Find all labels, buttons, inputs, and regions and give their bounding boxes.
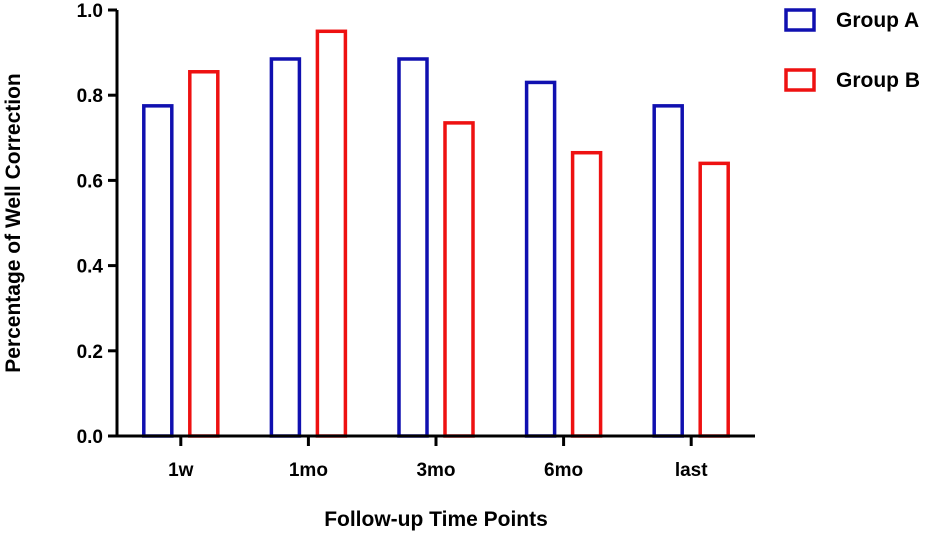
bar-group-a-3mo	[397, 57, 429, 438]
x-tick-label: 1mo	[289, 460, 328, 481]
legend-label-group-a: Group A	[836, 9, 919, 32]
y-axis-title: Percentage of Well Correction	[2, 73, 25, 373]
bar-group-b-6mo	[570, 150, 603, 438]
legend-swatch-group-a	[784, 8, 816, 32]
bar-group-b-last	[698, 161, 730, 438]
y-tick-label: 0.0	[77, 427, 103, 448]
bars	[142, 29, 730, 438]
y-tick-label: 0.4	[77, 257, 104, 278]
y-tick-label: 0.2	[77, 342, 103, 363]
legend-label-group-b: Group B	[836, 69, 920, 92]
y-axis-ticks: 0.0 0.2 0.4 0.6 0.8 1.0	[77, 1, 117, 448]
bar-group-b-1w	[188, 70, 220, 438]
bar-group-a-1w	[142, 104, 174, 438]
legend: Group A Group B	[784, 8, 920, 92]
bar-group-a-6mo	[524, 80, 557, 438]
y-tick-label: 0.8	[77, 86, 103, 107]
bar-group-a-last	[652, 104, 684, 438]
x-tick-label: 3mo	[416, 460, 455, 481]
y-tick-label: 0.6	[77, 171, 103, 192]
x-tick-label: last	[675, 460, 708, 481]
legend-swatch-group-b	[784, 68, 816, 92]
y-tick-label: 1.0	[77, 1, 103, 22]
x-axis-ticks: 1w 1mo 3mo 6mo last	[168, 436, 708, 481]
bar-group-b-3mo	[443, 121, 475, 438]
bar-group-b-1mo	[315, 29, 348, 438]
x-tick-label: 1w	[168, 460, 194, 481]
bar-group-a-1mo	[269, 57, 302, 438]
x-tick-label: 6mo	[544, 460, 583, 481]
x-axis-title: Follow-up Time Points	[324, 508, 548, 531]
